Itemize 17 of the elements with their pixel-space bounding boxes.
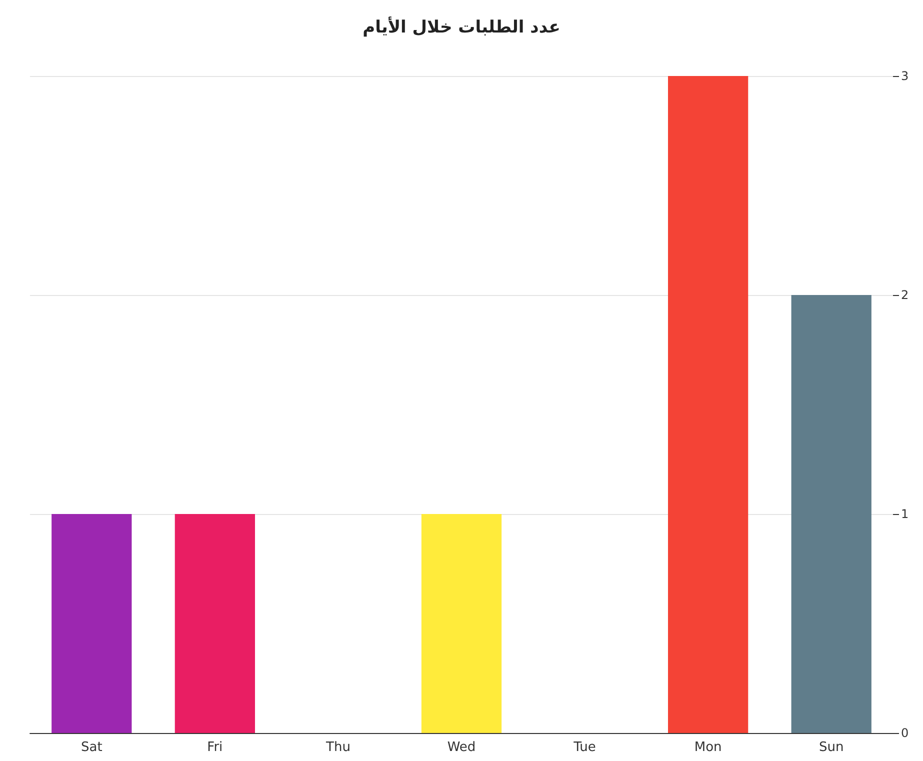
bar [174, 514, 255, 733]
x-tick-label: Sat [80, 740, 102, 755]
bar [668, 76, 748, 733]
bar [421, 514, 502, 733]
x-tick-label: Mon [694, 740, 722, 755]
x-tick-label: Tue [572, 740, 596, 755]
chart-title: عدد الطلبات خلال الأيام [362, 16, 560, 38]
bar [791, 295, 872, 733]
bar [52, 514, 132, 733]
x-tick-label: Wed [447, 740, 476, 755]
y-tick-label: 0 [901, 726, 909, 740]
x-tick-label: Thu [325, 740, 350, 755]
y-tick-label: 3 [901, 69, 909, 83]
x-tick-label: Fri [207, 740, 223, 755]
y-tick-label: 1 [901, 507, 909, 521]
y-tick-label: 2 [901, 288, 909, 302]
x-tick-label: Sun [818, 740, 844, 755]
